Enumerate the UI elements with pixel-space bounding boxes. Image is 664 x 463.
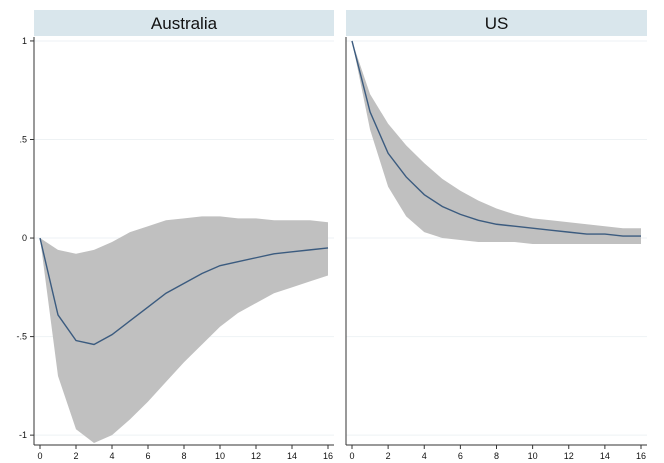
x-tick-label: 12 xyxy=(251,451,261,461)
x-tick-label: 8 xyxy=(494,451,499,461)
x-tick-label: 16 xyxy=(323,451,333,461)
x-tick-label: 14 xyxy=(600,451,610,461)
confidence-band xyxy=(40,216,328,444)
x-tick-label: 12 xyxy=(564,451,574,461)
x-tick-label: 6 xyxy=(458,451,463,461)
x-tick-label: 10 xyxy=(528,451,538,461)
x-tick-label: 4 xyxy=(422,451,427,461)
x-tick-label: 16 xyxy=(636,451,646,461)
response-line xyxy=(39,237,329,346)
x-tick-label: 4 xyxy=(109,451,114,461)
x-tick-label: 2 xyxy=(386,451,391,461)
panel-strip xyxy=(34,10,334,36)
y-tick-label: -1 xyxy=(19,430,27,440)
x-tick-label: 0 xyxy=(37,451,42,461)
y-tick-label: .5 xyxy=(19,134,27,144)
panel-title: Australia xyxy=(151,14,218,33)
panel-0: Australia 1 .5 0 -.5 -1 0 2 4 6 8 10 12 14 16 xyxy=(16,10,334,461)
x-tick-label: 8 xyxy=(181,451,186,461)
x-tick-label: 10 xyxy=(215,451,225,461)
response-line xyxy=(351,40,641,237)
x-tick-label: 14 xyxy=(287,451,297,461)
panel-title: US xyxy=(485,14,509,33)
y-tick-label: -.5 xyxy=(16,332,27,342)
panel-strip xyxy=(346,10,647,36)
x-tick-label: 0 xyxy=(349,451,354,461)
y-tick-label: 0 xyxy=(22,233,27,243)
confidence-band xyxy=(352,40,641,244)
x-tick-label: 6 xyxy=(145,451,150,461)
x-tick-label: 2 xyxy=(73,451,78,461)
y-tick-label: 1 xyxy=(22,36,27,46)
panel-1: US 0 2 4 6 8 10 12 14 16 xyxy=(345,10,647,461)
